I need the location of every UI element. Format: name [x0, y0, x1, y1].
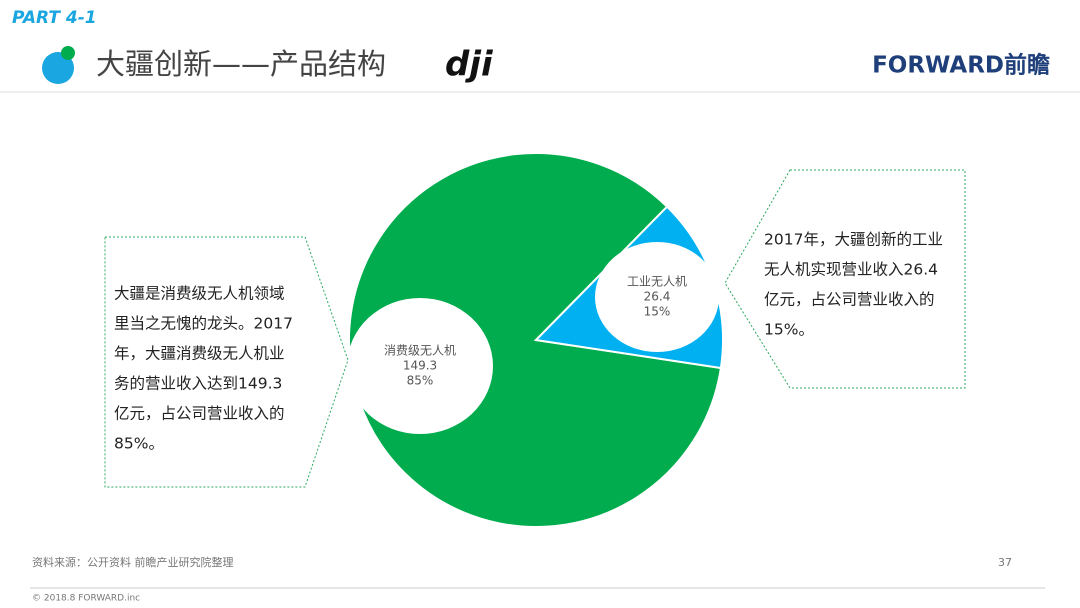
part-label: PART 4-1	[12, 8, 97, 28]
label-bubble	[347, 298, 493, 434]
copyright: © 2018.8 FORWARD.inc	[32, 594, 140, 604]
right-callout-box	[724, 169, 966, 389]
note-line: 85%。	[114, 435, 164, 453]
dji-logo: dji	[445, 45, 494, 85]
page-number: 37	[998, 556, 1012, 569]
note-line: 务的营业收入达到149.3	[114, 375, 282, 393]
note-line: 15%。	[764, 321, 814, 339]
slide-title: 大疆创新——产品结构	[96, 47, 386, 81]
note-line: 大疆是消费级无人机领域	[114, 285, 285, 303]
slice-percent: 85%	[407, 374, 434, 388]
title-icon-dot	[61, 46, 75, 60]
note-line: 年，大疆消费级无人机业	[114, 345, 285, 363]
slice-category: 工业无人机	[627, 275, 687, 289]
brand-logo: FORWARD前瞻	[872, 52, 1050, 79]
source-note: 资料来源：公开资料 前瞻产业研究院整理	[32, 555, 234, 569]
slice-value: 26.4	[644, 290, 671, 304]
title-icon	[42, 52, 74, 84]
slice-category: 消费级无人机	[384, 344, 456, 358]
slice-percent: 15%	[644, 305, 671, 319]
note-line: 里当之无愧的龙头。2017	[114, 315, 293, 333]
note-line: 无人机实现营业收入26.4	[764, 261, 938, 279]
label-bubble	[595, 242, 719, 352]
left-callout-box	[104, 236, 349, 488]
note-line: 亿元，占公司营业收入的	[764, 291, 935, 309]
note-line: 2017年，大疆创新的工业	[764, 231, 943, 249]
slice-value: 149.3	[403, 359, 437, 373]
note-line: 亿元，占公司营业收入的	[114, 405, 285, 423]
